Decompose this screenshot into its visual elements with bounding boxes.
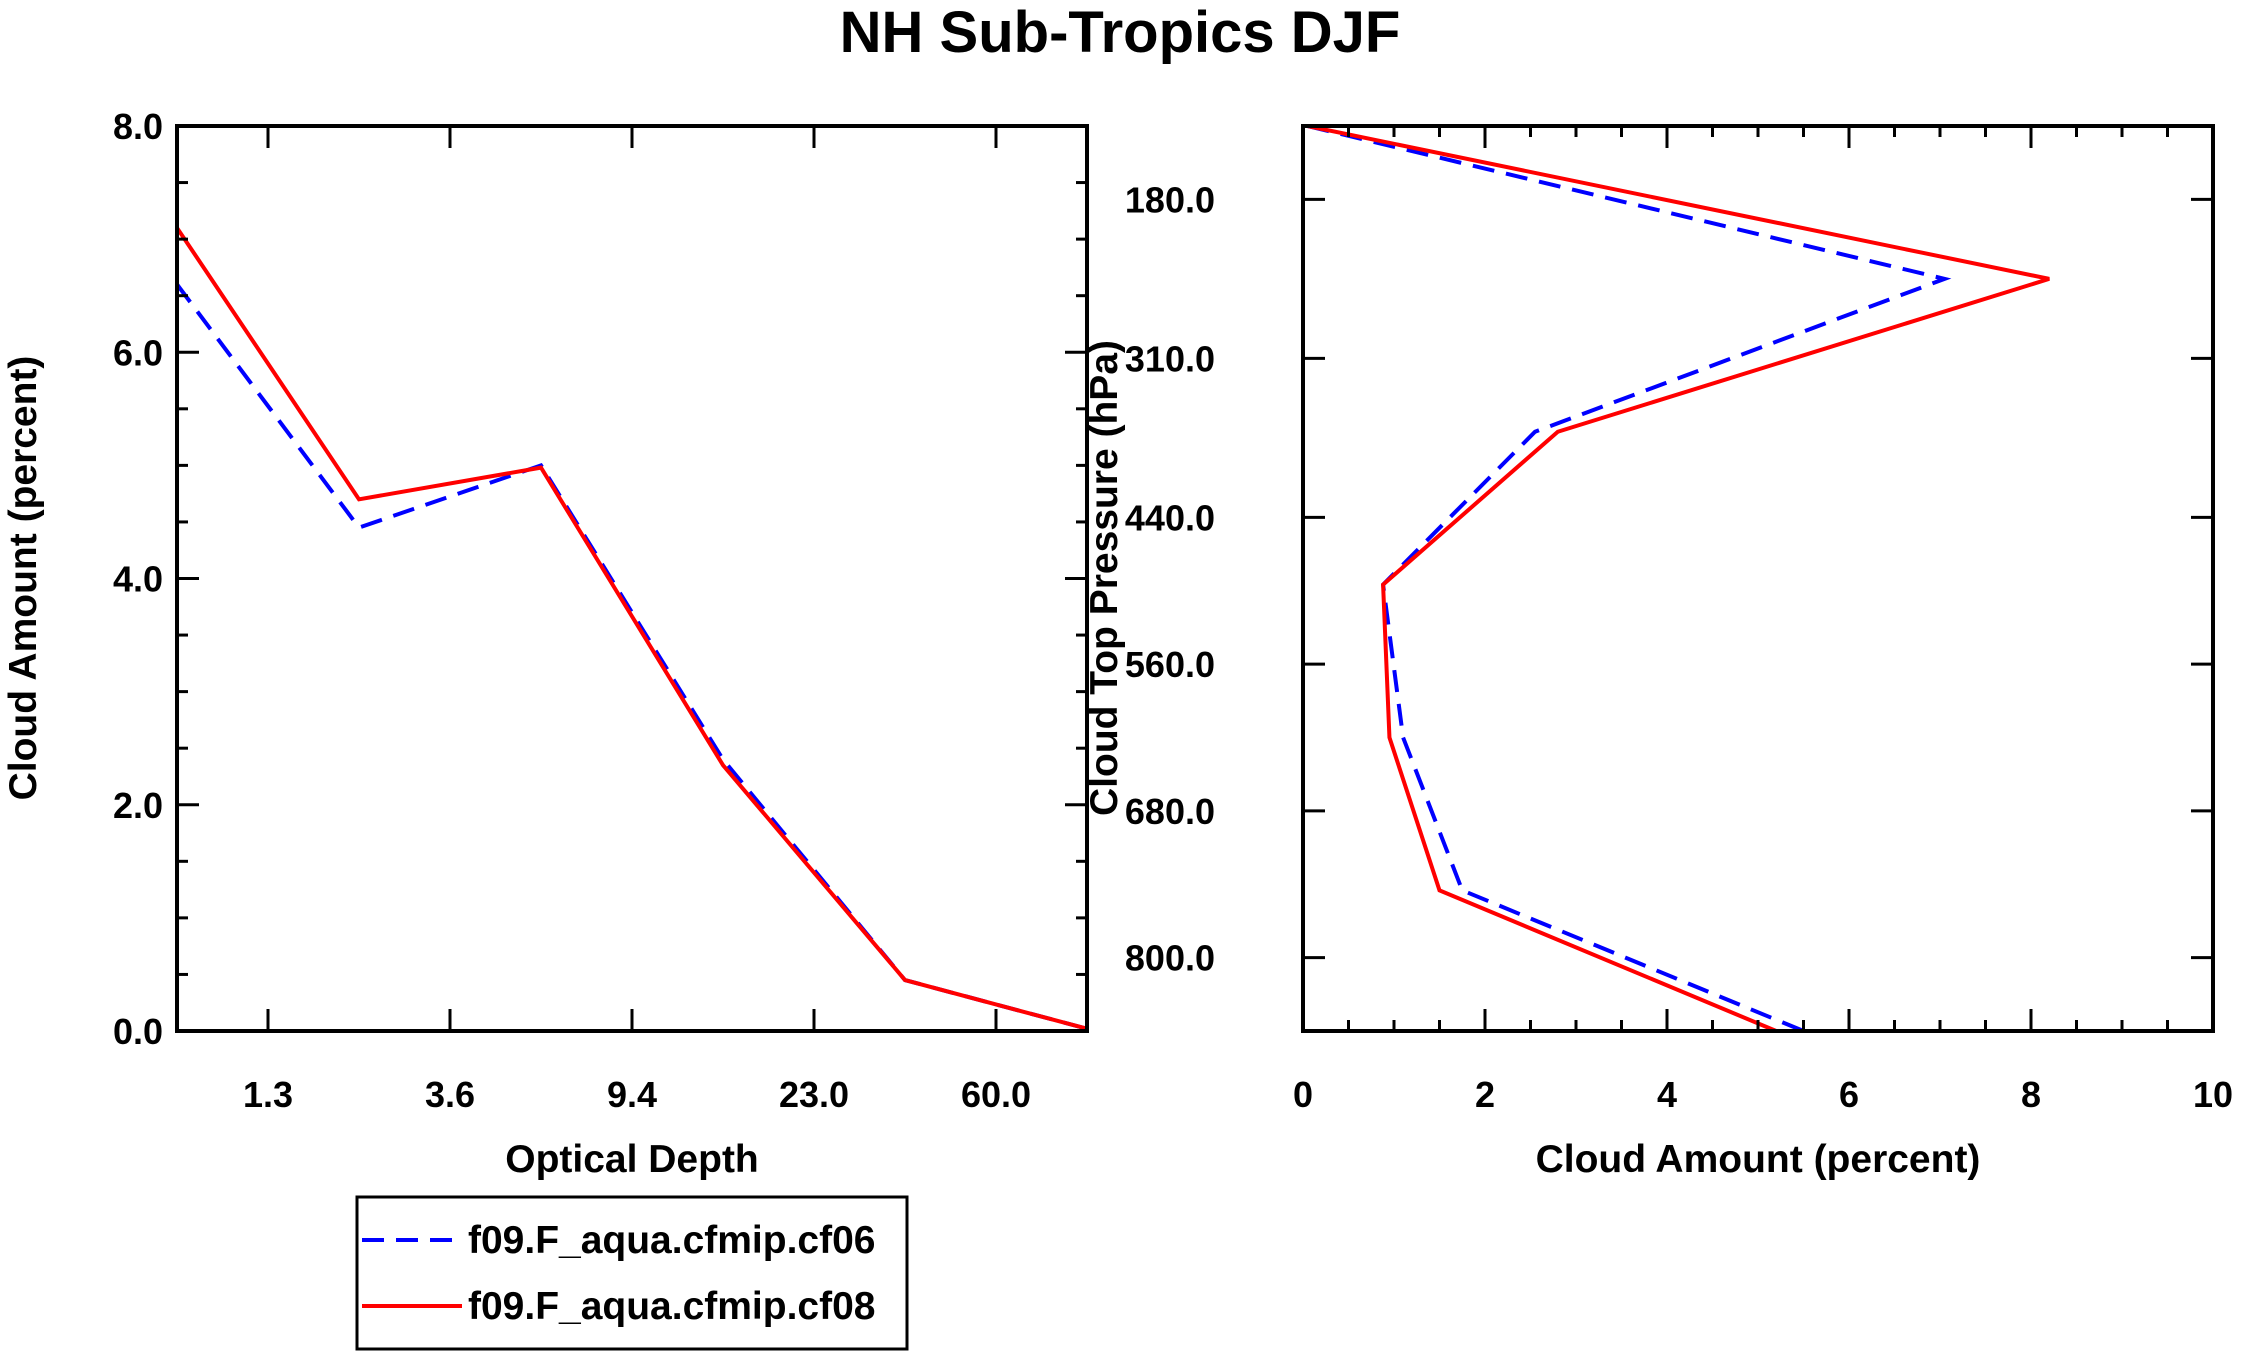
left-series-line-cf06 (175, 283, 1088, 1031)
left-y-tick-label: 8.0 (113, 106, 163, 147)
left-series-line-cf08 (175, 226, 1088, 1031)
right-x-tick-label: 0 (1293, 1074, 1313, 1115)
right-x-tick-label: 2 (1475, 1074, 1495, 1115)
right-x-tick-label: 10 (2193, 1074, 2233, 1115)
right-series-line-cf06 (1307, 124, 1952, 1033)
left-panel: 0.0 2.0 4.0 6.0 8.0 1.3 3.6 9.4 23.0 60.0 Optical… (2, 106, 1089, 1181)
left-x-axis-label: Optical Depth (505, 1138, 759, 1181)
left-y-tick-label: 2.0 (113, 785, 163, 826)
left-x-tick-label: 60.0 (961, 1074, 1031, 1115)
right-series-group (1307, 124, 2050, 1033)
left-x-tick-label: 9.4 (607, 1074, 657, 1115)
left-plot-frame (175, 124, 1089, 1033)
right-y-axis-label: Cloud Top Pressure (hPa) (1083, 340, 1126, 816)
right-y-tick-label: 680.0 (1125, 791, 1215, 832)
right-y-tick-label: 800.0 (1125, 938, 1215, 979)
right-x-tick-label: 6 (1839, 1074, 1859, 1115)
left-y-tick-label: 4.0 (113, 559, 163, 600)
left-x-tick-label: 1.3 (243, 1074, 293, 1115)
legend-label-cf06: f09.F_aqua.cfmip.cf06 (468, 1219, 875, 1262)
left-x-tick-label: 3.6 (425, 1074, 475, 1115)
left-series-group (175, 226, 1088, 1031)
chart-title: NH Sub-Tropics DJF (840, 0, 1401, 65)
left-x-tick-label: 23.0 (779, 1074, 849, 1115)
right-x-axis-label: Cloud Amount (percent) (1536, 1138, 1981, 1181)
right-plot-frame (1301, 124, 2215, 1033)
legend: f09.F_aqua.cfmip.cf06 f09.F_aqua.cfmip.c… (355, 1195, 909, 1351)
right-y-tick-label: 310.0 (1125, 338, 1215, 379)
right-panel: 0 2 4 6 8 10 180.0 310.0 440.0 560.0 680.0 800.0 Cl… (1083, 124, 2233, 1181)
legend-box (355, 1195, 909, 1351)
right-x-tick-label: 8 (2021, 1074, 2041, 1115)
right-y-tick-label: 440.0 (1125, 497, 1215, 538)
right-x-tick-label: 4 (1657, 1074, 1677, 1115)
left-y-axis-label: Cloud Amount (percent) (2, 356, 45, 801)
legend-label-cf08: f09.F_aqua.cfmip.cf08 (468, 1285, 875, 1328)
right-series-line-cf08 (1307, 124, 2050, 1033)
left-ticks: 0.0 2.0 4.0 6.0 8.0 1.3 3.6 9.4 23.0 60.0 (113, 106, 1087, 1115)
right-y-tick-label: 180.0 (1125, 179, 1215, 220)
right-ticks: 0 2 4 6 8 10 180.0 310.0 440.0 560.0 680.0 800.0 (1125, 126, 2233, 1115)
left-y-tick-label: 0.0 (113, 1011, 163, 1052)
left-y-tick-label: 6.0 (113, 332, 163, 373)
right-y-tick-label: 560.0 (1125, 644, 1215, 685)
